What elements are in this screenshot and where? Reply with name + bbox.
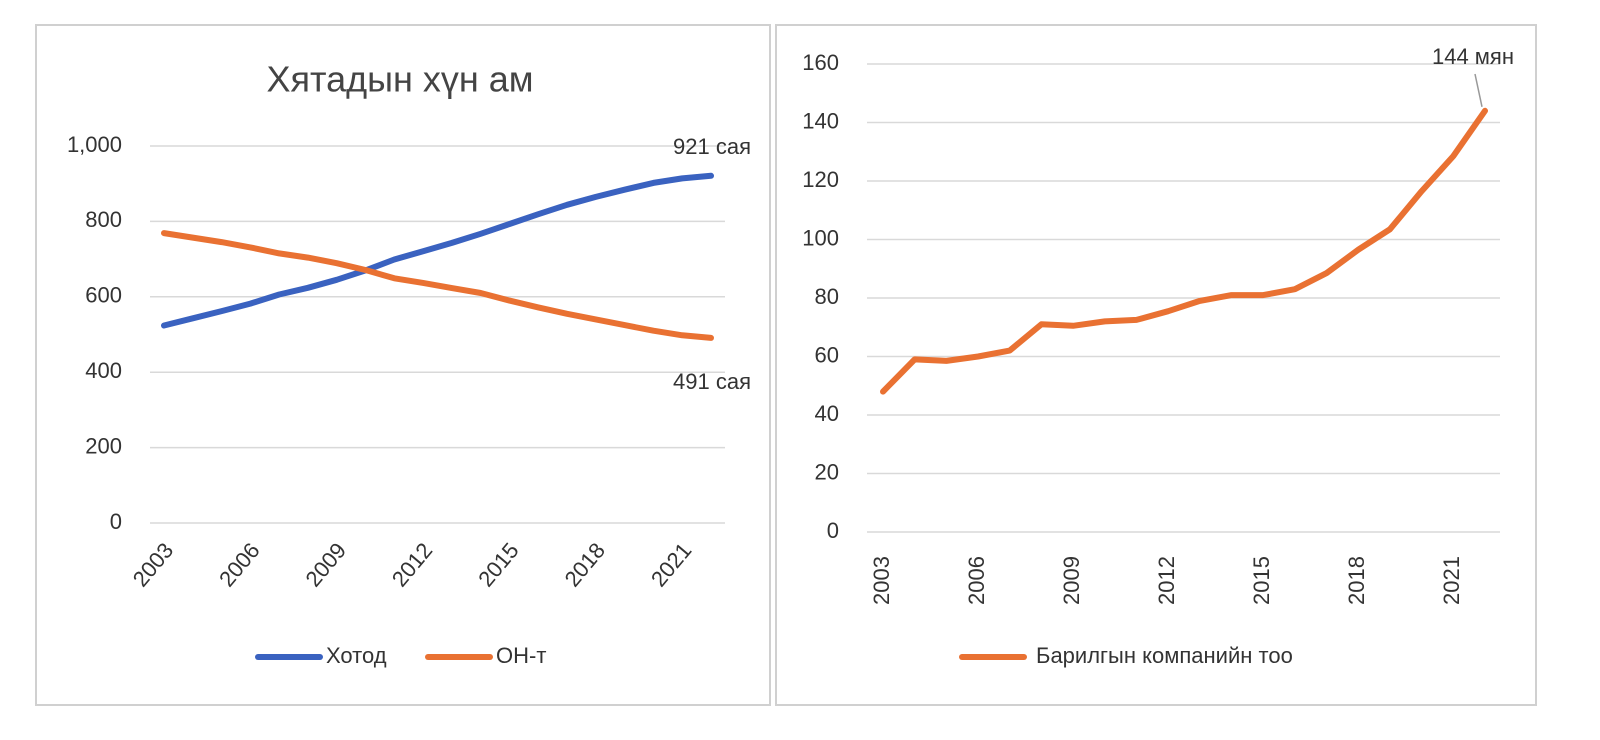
y-tick-label: 120 (802, 167, 839, 192)
x-tick-label: 2009 (300, 538, 351, 592)
annotation: 491 сая (673, 369, 751, 394)
legend-label: ОН-т (496, 643, 546, 668)
legend-label: Барилгын компанийн тоо (1036, 643, 1293, 668)
y-tick-label: 40 (815, 401, 839, 426)
y-tick-label: 140 (802, 108, 839, 133)
y-tick-label: 60 (815, 342, 839, 367)
x-tick-label: 2015 (1249, 556, 1274, 605)
y-tick-label: 100 (802, 225, 839, 250)
x-tick-label: 2006 (214, 538, 265, 592)
annotation-leader (1474, 73, 1483, 107)
x-tick-label: 2003 (128, 538, 179, 592)
x-tick-label: 2003 (869, 556, 894, 605)
chart-title: Хятадын хүн ам (266, 59, 533, 100)
x-tick-label: 2015 (473, 538, 524, 592)
y-tick-label: 20 (815, 459, 839, 484)
line (161, 172, 714, 329)
y-tick-label: 1,000 (67, 132, 122, 157)
y-tick-label: 80 (815, 284, 839, 309)
x-tick-label: 2012 (1154, 556, 1179, 605)
legend-label: Хотод (326, 643, 387, 668)
y-tick-label: 600 (85, 283, 122, 308)
x-tick-label: 2018 (560, 538, 611, 592)
annotation: 144 мян (1432, 44, 1514, 69)
annotation: 921 сая (673, 134, 751, 159)
y-tick-label: 0 (827, 518, 839, 543)
x-tick-label: 2021 (1439, 556, 1464, 605)
y-tick-label: 0 (110, 509, 122, 534)
x-tick-label: 2006 (964, 556, 989, 605)
y-tick-label: 160 (802, 50, 839, 75)
y-tick-label: 200 (85, 433, 122, 458)
panel-border (775, 24, 1537, 706)
line (161, 230, 714, 341)
x-tick-label: 2012 (387, 538, 438, 592)
panel-border (35, 24, 771, 706)
y-tick-label: 800 (85, 207, 122, 232)
line (880, 107, 1488, 395)
x-tick-label: 2009 (1059, 556, 1084, 605)
y-tick-label: 400 (85, 358, 122, 383)
x-tick-label: 2018 (1344, 556, 1369, 605)
x-tick-label: 2021 (646, 538, 697, 592)
